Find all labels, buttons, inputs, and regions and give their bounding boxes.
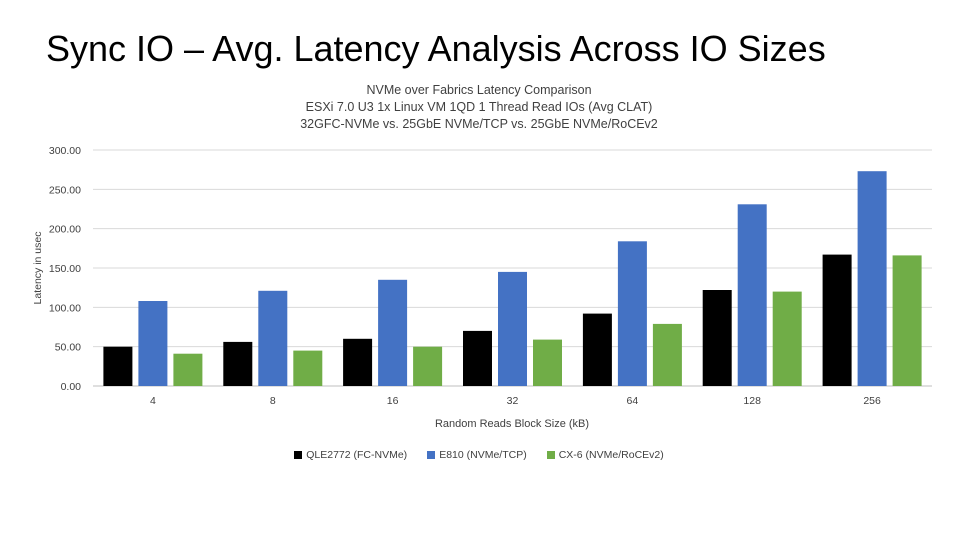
bar <box>103 346 133 386</box>
bar <box>498 271 527 386</box>
bar <box>822 254 852 386</box>
x-tick-label: 8 <box>270 395 276 407</box>
x-tick-label: 32 <box>507 395 519 407</box>
legend-label: CX-6 (NVMe/RoCEv2) <box>558 449 664 461</box>
bar <box>772 291 802 386</box>
x-tick-label: 4 <box>150 395 156 407</box>
x-axis-label: Random Reads Block Size (kB) <box>435 418 589 430</box>
bar <box>223 341 253 386</box>
legend-item: E810 (NVMe/TCP) <box>427 449 527 461</box>
bar <box>617 241 647 386</box>
legend-item: QLE2772 (FC-NVMe) <box>294 449 407 461</box>
x-tick-label: 64 <box>627 395 639 407</box>
chart-subtitle-line-2: 32GFC-NVMe vs. 25GbE NVMe/TCP vs. 25GbE … <box>300 117 658 131</box>
bar <box>652 323 682 386</box>
bar <box>892 255 922 386</box>
y-tick-label: 100.00 <box>49 302 81 314</box>
chart-title: NVMe over Fabrics Latency Comparison <box>366 83 592 97</box>
x-tick-label: 128 <box>743 395 761 407</box>
y-tick-label: 200.00 <box>49 224 81 236</box>
bar <box>463 330 492 386</box>
bar <box>258 290 288 386</box>
legend-label: QLE2772 (FC-NVMe) <box>306 449 408 461</box>
bar <box>343 338 373 386</box>
slide-title: Sync IO – Avg. Latency Analysis Across I… <box>46 28 826 69</box>
y-axis-label: Latency in usec <box>32 232 44 305</box>
legend-swatch <box>546 451 555 459</box>
bar <box>378 279 408 386</box>
bar <box>533 339 562 386</box>
x-tick-label: 16 <box>387 395 399 407</box>
chart-subtitle-line-1: ESXi 7.0 U3 1x Linux VM 1QD 1 Thread Rea… <box>305 100 653 114</box>
y-tick-label: 300.00 <box>49 145 81 157</box>
y-tick-label: 0.00 <box>61 381 82 393</box>
bars <box>103 171 922 386</box>
bar <box>582 313 612 386</box>
legend-label: E810 (NVMe/TCP) <box>439 449 527 461</box>
bar <box>702 290 732 386</box>
legend: QLE2772 (FC-NVMe) E810 (NVMe/TCP) CX-6 (NV… <box>0 449 958 461</box>
bar <box>857 171 887 386</box>
y-tick-label: 150.00 <box>49 263 81 275</box>
x-tick-label: 256 <box>863 395 881 407</box>
chart-titles: NVMe over Fabrics Latency Comparison ESX… <box>0 82 958 133</box>
legend-swatch <box>427 451 436 459</box>
legend-swatch <box>294 451 303 459</box>
bar <box>138 301 168 386</box>
bar <box>737 204 767 386</box>
y-tick-label: 250.00 <box>49 184 81 196</box>
y-axis-tick-labels: 0.00 50.00 100.00 150.00 200.00 250.00 300.00 <box>49 145 81 393</box>
y-tick-label: 50.00 <box>55 342 81 354</box>
bar <box>293 350 323 386</box>
legend-item: CX-6 (NVMe/RoCEv2) <box>546 449 664 461</box>
x-axis-tick-labels: 4 8 16 32 64 128 256 <box>150 395 881 407</box>
bar <box>413 346 443 386</box>
bar <box>173 353 203 386</box>
